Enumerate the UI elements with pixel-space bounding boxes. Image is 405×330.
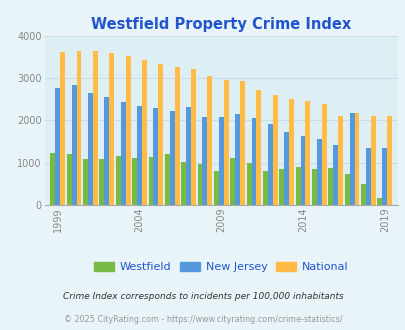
Bar: [185, 107, 190, 205]
Bar: [202, 117, 207, 205]
Bar: [50, 153, 55, 205]
Bar: [386, 116, 391, 205]
Bar: [256, 90, 261, 205]
Bar: [164, 154, 169, 205]
Bar: [295, 167, 300, 205]
Bar: [305, 101, 310, 205]
Bar: [190, 69, 196, 205]
Bar: [109, 53, 114, 205]
Bar: [104, 97, 109, 205]
Bar: [360, 184, 365, 205]
Bar: [349, 113, 354, 205]
Title: Westfield Property Crime Index: Westfield Property Crime Index: [91, 17, 351, 32]
Bar: [230, 158, 234, 205]
Bar: [153, 108, 158, 205]
Text: Crime Index corresponds to incidents per 100,000 inhabitants: Crime Index corresponds to incidents per…: [62, 292, 343, 301]
Bar: [272, 95, 277, 205]
Bar: [158, 64, 163, 205]
Bar: [382, 148, 386, 205]
Bar: [284, 132, 288, 205]
Bar: [115, 156, 120, 205]
Bar: [344, 174, 349, 205]
Bar: [125, 56, 130, 205]
Bar: [311, 169, 316, 205]
Bar: [246, 163, 251, 205]
Bar: [197, 164, 202, 205]
Bar: [169, 111, 174, 205]
Bar: [148, 157, 153, 205]
Bar: [251, 117, 256, 205]
Bar: [223, 80, 228, 205]
Bar: [137, 106, 142, 205]
Bar: [234, 114, 239, 205]
Bar: [71, 85, 77, 205]
Bar: [142, 60, 147, 205]
Bar: [213, 171, 218, 205]
Bar: [181, 162, 185, 205]
Bar: [288, 99, 293, 205]
Bar: [239, 81, 244, 205]
Bar: [88, 93, 93, 205]
Bar: [77, 50, 81, 205]
Bar: [262, 171, 267, 205]
Bar: [279, 169, 284, 205]
Legend: Westfield, New Jersey, National: Westfield, New Jersey, National: [90, 257, 352, 277]
Bar: [333, 145, 337, 205]
Bar: [365, 148, 370, 205]
Bar: [207, 76, 212, 205]
Bar: [377, 198, 382, 205]
Bar: [218, 117, 223, 205]
Bar: [66, 154, 71, 205]
Bar: [328, 168, 333, 205]
Bar: [267, 124, 272, 205]
Bar: [132, 158, 137, 205]
Bar: [354, 113, 358, 205]
Bar: [174, 67, 179, 205]
Bar: [120, 102, 125, 205]
Bar: [321, 105, 326, 205]
Bar: [337, 116, 342, 205]
Bar: [60, 52, 65, 205]
Bar: [99, 159, 104, 205]
Text: © 2025 CityRating.com - https://www.cityrating.com/crime-statistics/: © 2025 CityRating.com - https://www.city…: [64, 315, 341, 324]
Bar: [83, 159, 88, 205]
Bar: [55, 88, 60, 205]
Bar: [93, 51, 98, 205]
Bar: [316, 139, 321, 205]
Bar: [370, 116, 375, 205]
Bar: [300, 136, 305, 205]
